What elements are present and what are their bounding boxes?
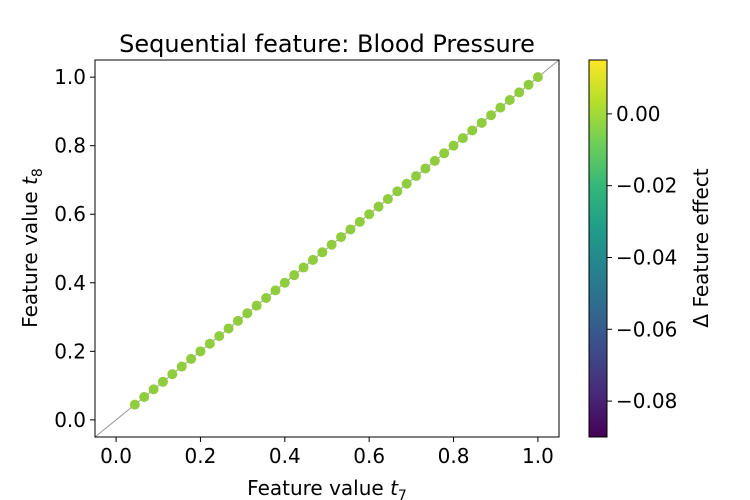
y-axis-label-sub: 8 [30,168,46,177]
scatter-point [392,186,403,197]
scatter-point [251,300,262,311]
colorbar-tick-label: −0.08 [616,389,677,413]
y-axis-label-main: Feature value [18,185,42,328]
scatter-point [373,201,384,212]
scatter-point [223,323,234,334]
scatter-point [307,254,318,265]
scatter-point [232,315,243,326]
scatter-point [298,262,309,273]
scatter-point [448,140,459,151]
y-tick-label: 1.0 [54,65,86,89]
x-axis-label-sub: 7 [398,488,407,500]
colorbar-tick-label: −0.04 [616,245,677,269]
scatter-point [139,392,150,403]
scatter-point [354,216,365,227]
scatter-point [279,277,290,288]
y-axis-label-var: t [18,176,42,185]
scatter-point [317,247,328,258]
scatter-point [186,353,197,364]
x-axis-label-main: Feature value [247,476,390,500]
x-tick-label: 0.8 [438,444,470,468]
x-tick-label: 0.2 [185,444,217,468]
colorbar-tick-label: −0.02 [616,174,677,198]
colorbar-label: Δ Feature effect [689,168,713,327]
y-tick-label: 0.0 [54,408,86,432]
scatter-point [457,133,468,144]
scatter-point [486,110,497,121]
scatter-point [514,87,525,98]
colorbar-tick-label: −0.06 [616,317,677,341]
x-tick-label: 0.6 [353,444,385,468]
scatter-point [439,148,450,159]
scatter-point [504,94,515,105]
colorbar-tick-label: 0.00 [616,102,661,126]
y-tick-label: 0.6 [54,202,86,226]
chart-title: Sequential feature: Blood Pressure [119,30,535,58]
scatter-point [195,346,206,357]
scatter-point [214,331,225,342]
scatter-point [270,285,281,296]
scatter-point [289,270,300,281]
colorbar [588,59,608,438]
scatter-point [261,292,272,303]
scatter-point [420,163,431,174]
scatter-point [345,224,356,235]
scatter-point [242,308,253,319]
y-tick-label: 0.8 [54,134,86,158]
scatter-point [411,171,422,182]
x-tick-label: 1.0 [522,444,554,468]
scatter-point [401,178,412,189]
scatter-point [532,72,543,83]
scatter-point [167,369,178,380]
scatter-point [364,209,375,220]
x-tick-label: 0.0 [100,444,132,468]
y-tick-label: 0.2 [54,339,86,363]
plot-frame [94,59,560,438]
x-tick-label: 0.4 [269,444,301,468]
x-axis-label-var: t [390,476,399,500]
scatter-point [204,338,215,349]
scatter-point [476,117,487,128]
scatter-point [382,194,393,205]
y-axis-label: Feature value t8 [18,168,46,328]
y-tick-label: 0.4 [54,271,86,295]
scatter-point [495,102,506,113]
scatter-point [326,239,337,250]
scatter-point [429,155,440,166]
scatter-point [148,384,159,395]
scatter-point [176,361,187,372]
scatter-point [523,79,534,90]
scatter-point [129,399,140,410]
x-axis-label: Feature value t7 [247,476,407,500]
scatter-point [467,125,478,136]
scatter-point [336,232,347,243]
scatter-point [157,376,168,387]
